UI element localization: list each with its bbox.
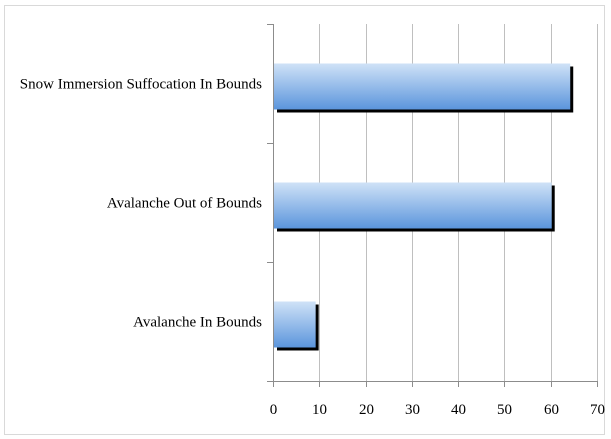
x-tick-label: 0 [270, 402, 278, 418]
x-tick-label: 70 [590, 402, 605, 418]
bar [274, 64, 570, 110]
y-category-label: Avalanche Out of Bounds [107, 196, 262, 212]
x-tick-label: 40 [451, 402, 466, 418]
bars [274, 64, 573, 351]
x-tick-label: 10 [312, 402, 327, 418]
y-category-label: Avalanche In Bounds [133, 315, 262, 331]
x-tick-label: 30 [405, 402, 420, 418]
x-tick-label: 60 [544, 402, 559, 418]
labels: 0 10 20 30 40 50 60 70 Snow Immersion Suffocatio… [20, 77, 605, 419]
bar [274, 302, 316, 348]
x-tick-label: 20 [359, 402, 374, 418]
y-category-label: Snow Immersion Suffocation In Bounds [20, 77, 262, 93]
bar [274, 183, 552, 229]
x-tick-label: 50 [497, 402, 512, 418]
